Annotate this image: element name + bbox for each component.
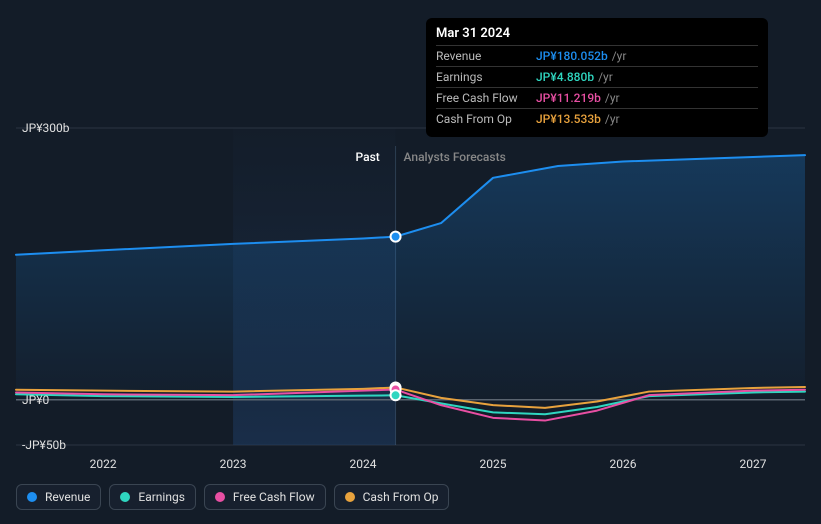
- tooltip-row: Free Cash FlowJP¥11.219b/yr: [436, 87, 758, 108]
- tooltip-row-value: JP¥4.880b: [536, 70, 594, 84]
- tooltip-row-unit: /yr: [612, 49, 627, 63]
- tooltip-row-value: JP¥180.052b: [536, 49, 608, 63]
- legend-swatch-icon: [120, 492, 130, 502]
- x-axis-tick-label: 2022: [90, 457, 117, 471]
- y-axis-tick-label: JP¥0: [22, 393, 49, 407]
- y-axis-tick-label: JP¥300b: [22, 121, 69, 135]
- tooltip-row-label: Earnings: [436, 70, 536, 84]
- legend-swatch-icon: [345, 492, 355, 502]
- forecast-section-label: Analysts Forecasts: [404, 150, 506, 164]
- legend-swatch-icon: [215, 492, 225, 502]
- chart-legend: Revenue Earnings Free Cash Flow Cash From O…: [16, 484, 449, 510]
- legend-item-cfo[interactable]: Cash From Op: [334, 484, 450, 510]
- tooltip-row-value: JP¥13.533b: [536, 112, 601, 126]
- past-section-label: Past: [356, 150, 380, 164]
- tooltip-row-value: JP¥11.219b: [536, 91, 601, 105]
- y-axis-tick-label: -JP¥50b: [22, 438, 66, 452]
- x-axis-tick-label: 2026: [610, 457, 637, 471]
- legend-swatch-icon: [27, 492, 37, 502]
- legend-item-revenue[interactable]: Revenue: [16, 484, 101, 510]
- tooltip-row: Cash From OpJP¥13.533b/yr: [436, 108, 758, 129]
- tooltip-row-label: Cash From Op: [436, 112, 536, 126]
- tooltip-row-label: Revenue: [436, 49, 536, 63]
- tooltip-row: RevenueJP¥180.052b/yr: [436, 45, 758, 66]
- financial-chart: Past Analysts Forecasts Mar 31 2024 Reve…: [0, 0, 821, 524]
- tooltip-row: EarningsJP¥4.880b/yr: [436, 66, 758, 87]
- x-axis-tick-label: 2023: [220, 457, 247, 471]
- legend-item-label: Revenue: [45, 490, 90, 504]
- legend-item-label: Free Cash Flow: [233, 490, 315, 504]
- tooltip-rows: RevenueJP¥180.052b/yrEarningsJP¥4.880b/y…: [436, 45, 758, 129]
- tooltip-title: Mar 31 2024: [436, 26, 758, 45]
- legend-item-fcf[interactable]: Free Cash Flow: [204, 484, 326, 510]
- tooltip-row-unit: /yr: [598, 70, 613, 84]
- x-axis-tick-label: 2025: [480, 457, 507, 471]
- tooltip-row-label: Free Cash Flow: [436, 91, 536, 105]
- chart-tooltip: Mar 31 2024 RevenueJP¥180.052b/yrEarning…: [426, 18, 768, 137]
- x-axis-tick-label: 2027: [740, 457, 767, 471]
- tooltip-row-unit: /yr: [605, 91, 620, 105]
- legend-item-label: Earnings: [138, 490, 185, 504]
- x-axis-tick-label: 2024: [350, 457, 377, 471]
- legend-item-earnings[interactable]: Earnings: [109, 484, 196, 510]
- tooltip-row-unit: /yr: [605, 112, 620, 126]
- legend-item-label: Cash From Op: [363, 490, 439, 504]
